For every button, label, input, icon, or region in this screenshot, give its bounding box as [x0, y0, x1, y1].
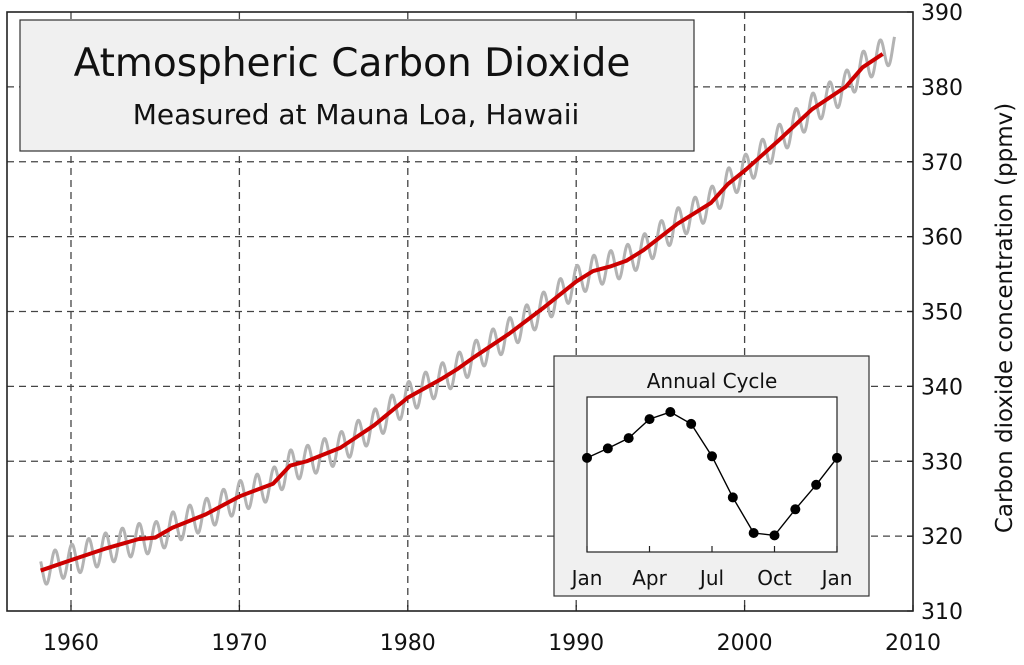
inset-title: Annual Cycle — [647, 369, 778, 393]
inset-chart: Annual Cycle Jan Apr Jul Oct Jan — [553, 355, 870, 597]
inset-tick-label: Apr — [632, 566, 667, 590]
inset-tick-label: Jul — [698, 566, 724, 590]
inset-point-Jul — [707, 451, 717, 462]
x-axis-ticks: 1960 1970 1980 1990 2000 2010 — [43, 605, 941, 656]
inset-plot-area — [586, 396, 838, 553]
x-tick-label: 2000 — [717, 631, 773, 656]
inset-point-Feb — [602, 443, 613, 454]
y-axis-label: Carbon dioxide concentration (ppmv) — [992, 103, 1018, 533]
x-tick-label: 1990 — [548, 631, 604, 656]
inset-point-Jun — [686, 418, 697, 429]
y-tick-label: 380 — [921, 76, 963, 101]
monthly-series — [39, 36, 896, 586]
inset-point-Jan — [582, 452, 592, 463]
inset-x-ticks: Jan Apr Jul Oct Jan — [570, 546, 853, 590]
inset-point-May — [665, 407, 676, 418]
inset-point-Aug — [727, 492, 738, 503]
title-box: Atmospheric Carbon Dioxide Measured at M… — [19, 19, 695, 152]
monthly-co2-line — [39, 36, 896, 586]
trend-co2-line — [40, 52, 884, 573]
y-tick-label: 390 — [921, 1, 963, 26]
y-tick-label: 350 — [921, 301, 963, 326]
inset-point-Sep — [748, 528, 759, 539]
inset-series — [582, 407, 842, 541]
x-tick-label: 1960 — [43, 631, 99, 656]
inset-point-Apr — [644, 414, 655, 425]
inset-point-Nov — [790, 504, 801, 515]
x-tick-label: 1980 — [380, 631, 436, 656]
inset-tick-label: Oct — [757, 566, 792, 590]
inset-tick-label: Jan — [820, 566, 853, 590]
chart-subtitle: Measured at Mauna Loa, Hawaii — [133, 98, 580, 131]
inset-point-Oct — [769, 530, 780, 541]
inset-point-Mar — [623, 433, 634, 444]
y-tick-label: 340 — [921, 375, 963, 400]
x-tick-label: 2010 — [885, 631, 941, 656]
y-tick-label: 320 — [921, 525, 963, 550]
inset-tick-label: Jan — [570, 566, 603, 590]
trend-series — [40, 52, 884, 573]
y-tick-label: 370 — [921, 151, 963, 176]
y-tick-label: 360 — [921, 226, 963, 251]
y-tick-label: 310 — [921, 600, 963, 625]
inset-point-Jan — [832, 452, 842, 463]
y-tick-label: 330 — [921, 450, 963, 475]
chart-title: Atmospheric Carbon Dioxide — [74, 41, 631, 86]
x-tick-label: 1970 — [211, 631, 267, 656]
inset-point-Dec — [811, 479, 822, 490]
y-axis-ticks: 310 320 330 340 350 360 370 380 390 — [907, 1, 963, 625]
